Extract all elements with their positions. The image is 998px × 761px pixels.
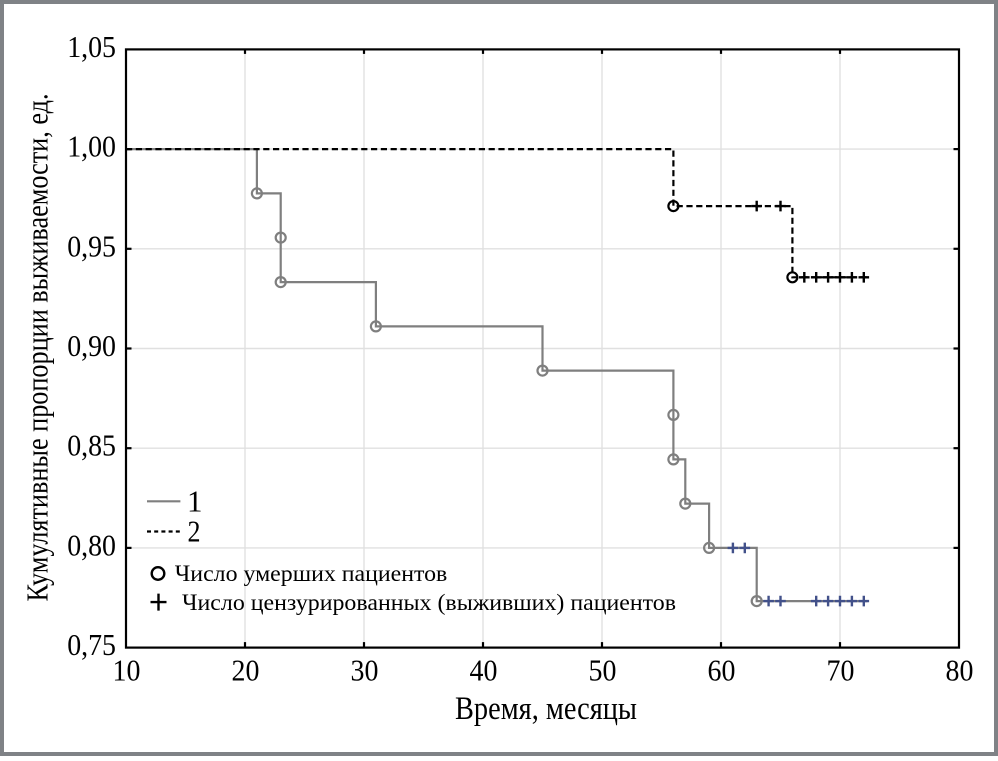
svg-text:60: 60	[708, 653, 736, 688]
svg-text:0,80: 0,80	[67, 527, 116, 562]
svg-text:Кумулятивные пропорции выживае: Кумулятивные пропорции выживаемости, ед.	[20, 94, 55, 602]
svg-text:0,95: 0,95	[67, 228, 116, 263]
svg-text:1,05: 1,05	[67, 29, 116, 64]
svg-text:Число цензурированных (выживши: Число цензурированных (выживших) пациент…	[182, 590, 676, 615]
svg-text:50: 50	[589, 653, 617, 688]
svg-text:0,90: 0,90	[67, 328, 116, 363]
svg-text:Число умерших пациентов: Число умерших пациентов	[175, 561, 448, 586]
svg-text:1,00: 1,00	[67, 129, 116, 164]
svg-text:Время, месяцы: Время, месяцы	[455, 691, 637, 727]
svg-text:30: 30	[351, 653, 379, 688]
svg-text:70: 70	[827, 653, 855, 688]
svg-text:0,85: 0,85	[67, 428, 116, 463]
svg-text:0,75: 0,75	[67, 627, 116, 662]
svg-text:80: 80	[946, 653, 974, 688]
svg-text:20: 20	[232, 653, 260, 688]
svg-text:2: 2	[188, 514, 201, 549]
svg-text:10: 10	[113, 653, 141, 688]
svg-text:1: 1	[187, 484, 203, 519]
svg-text:40: 40	[470, 653, 498, 688]
